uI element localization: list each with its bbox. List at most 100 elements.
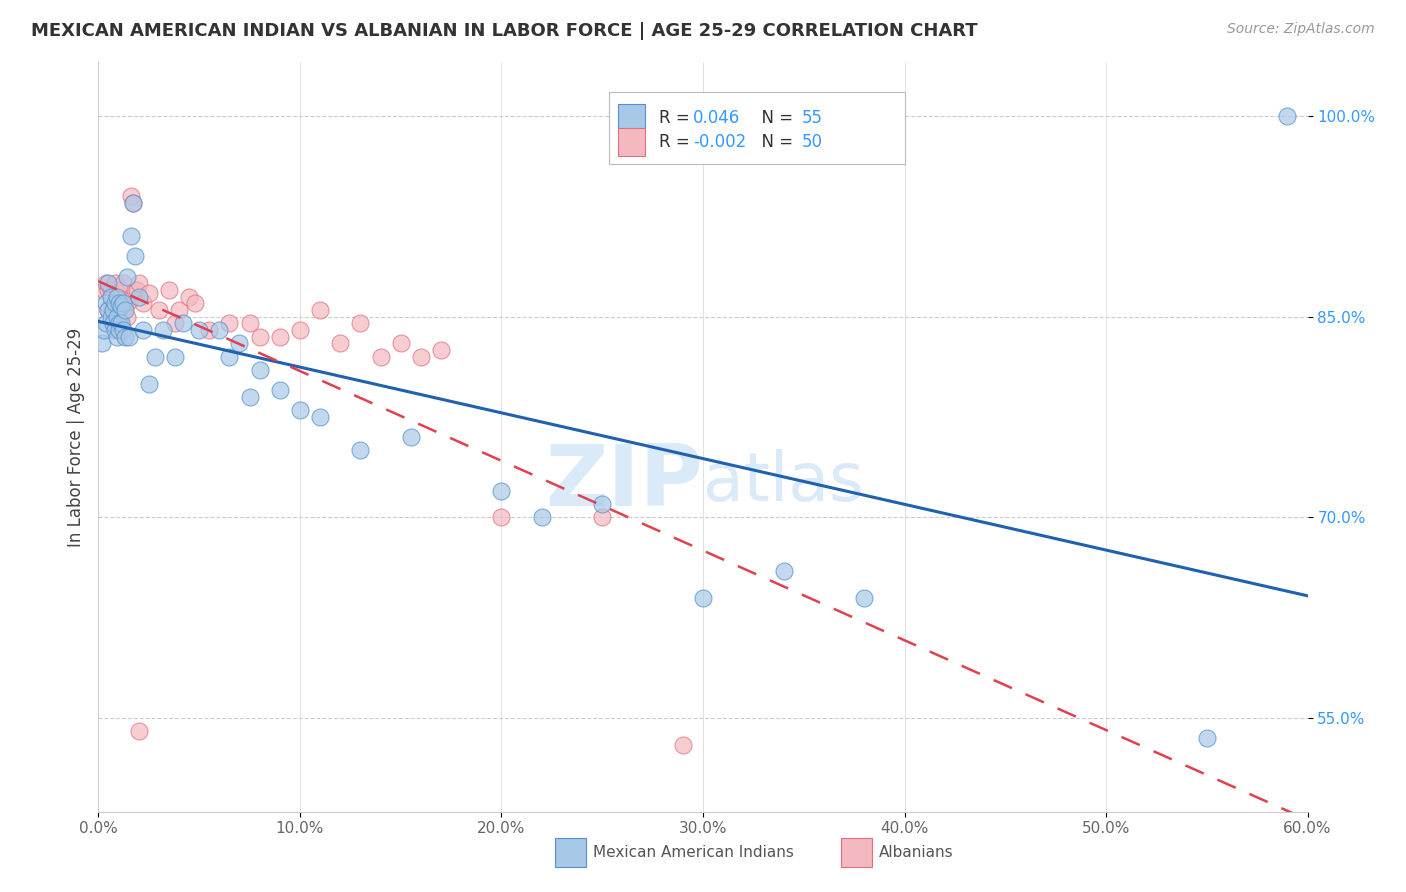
Point [349,443,371,458]
Point [288,403,311,417]
Point [100,296,122,310]
Point [163,350,186,364]
Point [120,229,142,244]
Point [128,724,150,739]
Point [110,317,132,331]
Text: MEXICAN AMERICAN INDIAN VS ALBANIAN IN LABOR FORCE | AGE 25-29 CORRELATION CHART: MEXICAN AMERICAN INDIAN VS ALBANIAN IN L… [31,22,977,40]
Point [124,283,146,297]
Point [118,330,141,344]
Point [105,330,128,344]
Point [172,317,194,331]
FancyBboxPatch shape [619,128,645,156]
Text: Albanians: Albanians [879,846,953,860]
Point [370,350,392,364]
Point [111,323,134,337]
Point [128,290,150,304]
Point [349,317,371,331]
Point [138,376,160,391]
Point [121,196,143,211]
FancyBboxPatch shape [609,93,905,163]
Text: N =: N = [751,109,799,127]
Text: -0.002: -0.002 [693,133,747,151]
Point [115,269,138,284]
Text: R =: R = [659,133,696,151]
Point [103,323,125,337]
Point [110,283,132,297]
Point [208,323,231,337]
Point [105,285,128,300]
Point [107,323,129,337]
Point [249,363,271,377]
Point [107,290,129,304]
Point [430,343,453,358]
Point [218,350,240,364]
Point [143,350,166,364]
Point [591,510,613,524]
Point [105,299,128,313]
Point [114,299,136,313]
Point [125,283,148,297]
Point [101,303,124,318]
Point [1195,731,1218,746]
Point [184,296,207,310]
Point [249,330,271,344]
Point [96,296,118,310]
Point [399,430,422,444]
Point [100,290,122,304]
Point [93,283,115,297]
Text: Mexican American Indians: Mexican American Indians [593,846,794,860]
Point [128,277,150,291]
Point [118,293,141,308]
Point [491,483,513,498]
Point [103,296,125,310]
Text: Source: ZipAtlas.com: Source: ZipAtlas.com [1227,22,1375,37]
Point [288,323,311,337]
Point [530,510,553,524]
Point [120,189,142,203]
Point [167,303,190,318]
Point [91,336,114,351]
Point [101,303,124,318]
Y-axis label: In Labor Force | Age 25-29: In Labor Force | Age 25-29 [66,327,84,547]
Point [107,296,129,310]
Point [103,296,125,310]
Point [239,317,262,331]
Text: 55: 55 [803,109,823,127]
Point [121,196,143,211]
Point [111,277,134,291]
Point [198,323,221,337]
Point [96,317,118,331]
Point [228,336,250,351]
Point [772,564,794,578]
FancyBboxPatch shape [619,103,645,132]
Point [309,303,332,318]
Text: N =: N = [751,133,799,151]
Point [163,317,186,331]
Text: ZIP: ZIP [546,441,703,524]
Point [239,390,262,404]
Point [148,303,170,318]
Point [853,591,876,605]
Point [218,317,240,331]
Text: R =: R = [659,109,696,127]
Point [672,738,695,752]
Text: 50: 50 [803,133,823,151]
Point [107,303,129,318]
Point [103,277,125,291]
Point [97,283,120,297]
Point [188,323,211,337]
Point [389,336,412,351]
Point [114,330,136,344]
Text: atlas: atlas [703,449,863,515]
Point [115,310,138,324]
Point [132,296,155,310]
Point [269,330,291,344]
Point [100,283,122,297]
Point [96,277,118,291]
Point [97,303,120,318]
Point [101,290,124,304]
Point [132,323,155,337]
Point [157,283,180,297]
Point [138,285,160,300]
Point [110,299,132,313]
